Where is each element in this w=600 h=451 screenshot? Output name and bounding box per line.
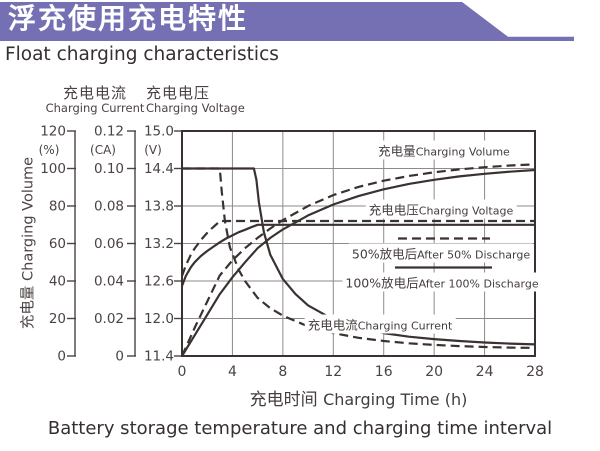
label-charging-volume-cn: 充电量 <box>378 143 416 159</box>
series-voltage-dashed <box>180 219 535 277</box>
x-axis-title-en: Charging Time (h) <box>323 390 468 409</box>
volume-unit-label: (%) <box>39 143 60 157</box>
legend-after-100-cn: 100%放电后 <box>345 275 419 291</box>
legend-after-50-discharge: 50%放电后After 50% Discharge <box>348 243 534 263</box>
current-tick-label: 0.06 <box>94 236 124 252</box>
series-current-solid <box>182 167 536 346</box>
label-charging-voltage-en: Charging Voltage <box>418 204 514 218</box>
x-tick-label: 4 <box>228 364 237 380</box>
x-tick-label: 16 <box>375 364 393 380</box>
current-unit-label: (CA) <box>90 143 116 157</box>
x-tick-label: 0 <box>178 364 187 380</box>
label-charging-voltage: 充电电压Charging Voltage <box>365 199 517 219</box>
page-title-en: Float charging characteristics <box>5 44 279 65</box>
voltage-unit-label: (V) <box>144 143 162 157</box>
series-current-dashed <box>182 167 536 349</box>
label-charging-current-en: Charging Current <box>357 319 453 333</box>
volume-tick-label: 20 <box>49 311 66 327</box>
volume-tick-label: 0 <box>57 349 66 365</box>
current-axis-header-cn: 充电电流 <box>62 84 127 102</box>
series-volume-dashed <box>180 163 536 357</box>
voltage-tick-label: 11.4 <box>144 349 174 365</box>
volume-tick-label: 60 <box>49 236 66 252</box>
current-axis-header: 充电电流 Charging Current <box>45 84 145 115</box>
current-tick-label: 0.08 <box>94 199 124 215</box>
label-charging-voltage-cn: 充电电压 <box>368 202 419 218</box>
legend-after-50-en: After 50% Discharge <box>417 248 531 262</box>
label-charging-current: 充电电流Charging Current <box>304 314 456 334</box>
current-tick-label: 0.12 <box>94 124 124 140</box>
x-tick-label: 28 <box>526 364 544 380</box>
x-axis-title-cn: 充电时间 <box>249 390 318 410</box>
volume-tick-label: 40 <box>49 274 66 290</box>
voltage-tick-label: 13.2 <box>144 236 174 252</box>
series-volume-solid <box>181 168 536 357</box>
volume-tick-label: 100 <box>40 161 66 177</box>
current-tick-label: 0.10 <box>94 161 124 177</box>
current-tick-label: 0.02 <box>94 311 124 327</box>
voltage-axis-header-cn: 充电电压 <box>146 84 211 102</box>
x-tick-label: 12 <box>324 364 342 380</box>
label-charging-volume: 充电量Charging Volume <box>375 140 513 160</box>
voltage-axis-header-en: Charging Voltage <box>146 100 245 115</box>
label-charging-volume-en: Charging Volume <box>415 145 510 159</box>
legend-after-50-cn: 50%放电后 <box>351 246 418 262</box>
voltage-axis-header: 充电电压 Charging Voltage <box>146 84 276 115</box>
current-tick-label: 0.04 <box>94 274 124 290</box>
page-title-cn: 浮充使用充电特性 <box>8 2 249 35</box>
volume-tick-label: 120 <box>40 124 66 140</box>
voltage-tick-label: 14.4 <box>144 161 174 177</box>
current-axis-header-en: Charging Current <box>45 100 145 115</box>
volume-tick-label: 80 <box>49 199 66 215</box>
x-axis-title: 充电时间 Charging Time (h) <box>182 385 535 410</box>
voltage-tick-label: 13.8 <box>144 199 174 215</box>
label-charging-current-cn: 充电电流 <box>307 317 358 333</box>
legend-after-100-en: After 100% Discharge <box>418 277 539 291</box>
x-tick-label: 8 <box>278 364 287 380</box>
voltage-tick-label: 15.0 <box>144 124 174 140</box>
x-tick-label: 24 <box>476 364 494 380</box>
plot-border <box>181 130 536 357</box>
legend-after-100-discharge: 100%放电后After 100% Discharge <box>342 272 542 292</box>
voltage-tick-label: 12.0 <box>144 311 174 327</box>
series-voltage-solid <box>180 223 535 287</box>
current-tick-label: 0 <box>115 349 124 365</box>
voltage-tick-label: 12.6 <box>144 274 174 290</box>
x-tick-label: 20 <box>425 364 443 380</box>
bottom-caption: Battery storage temperature and charging… <box>47 418 553 439</box>
